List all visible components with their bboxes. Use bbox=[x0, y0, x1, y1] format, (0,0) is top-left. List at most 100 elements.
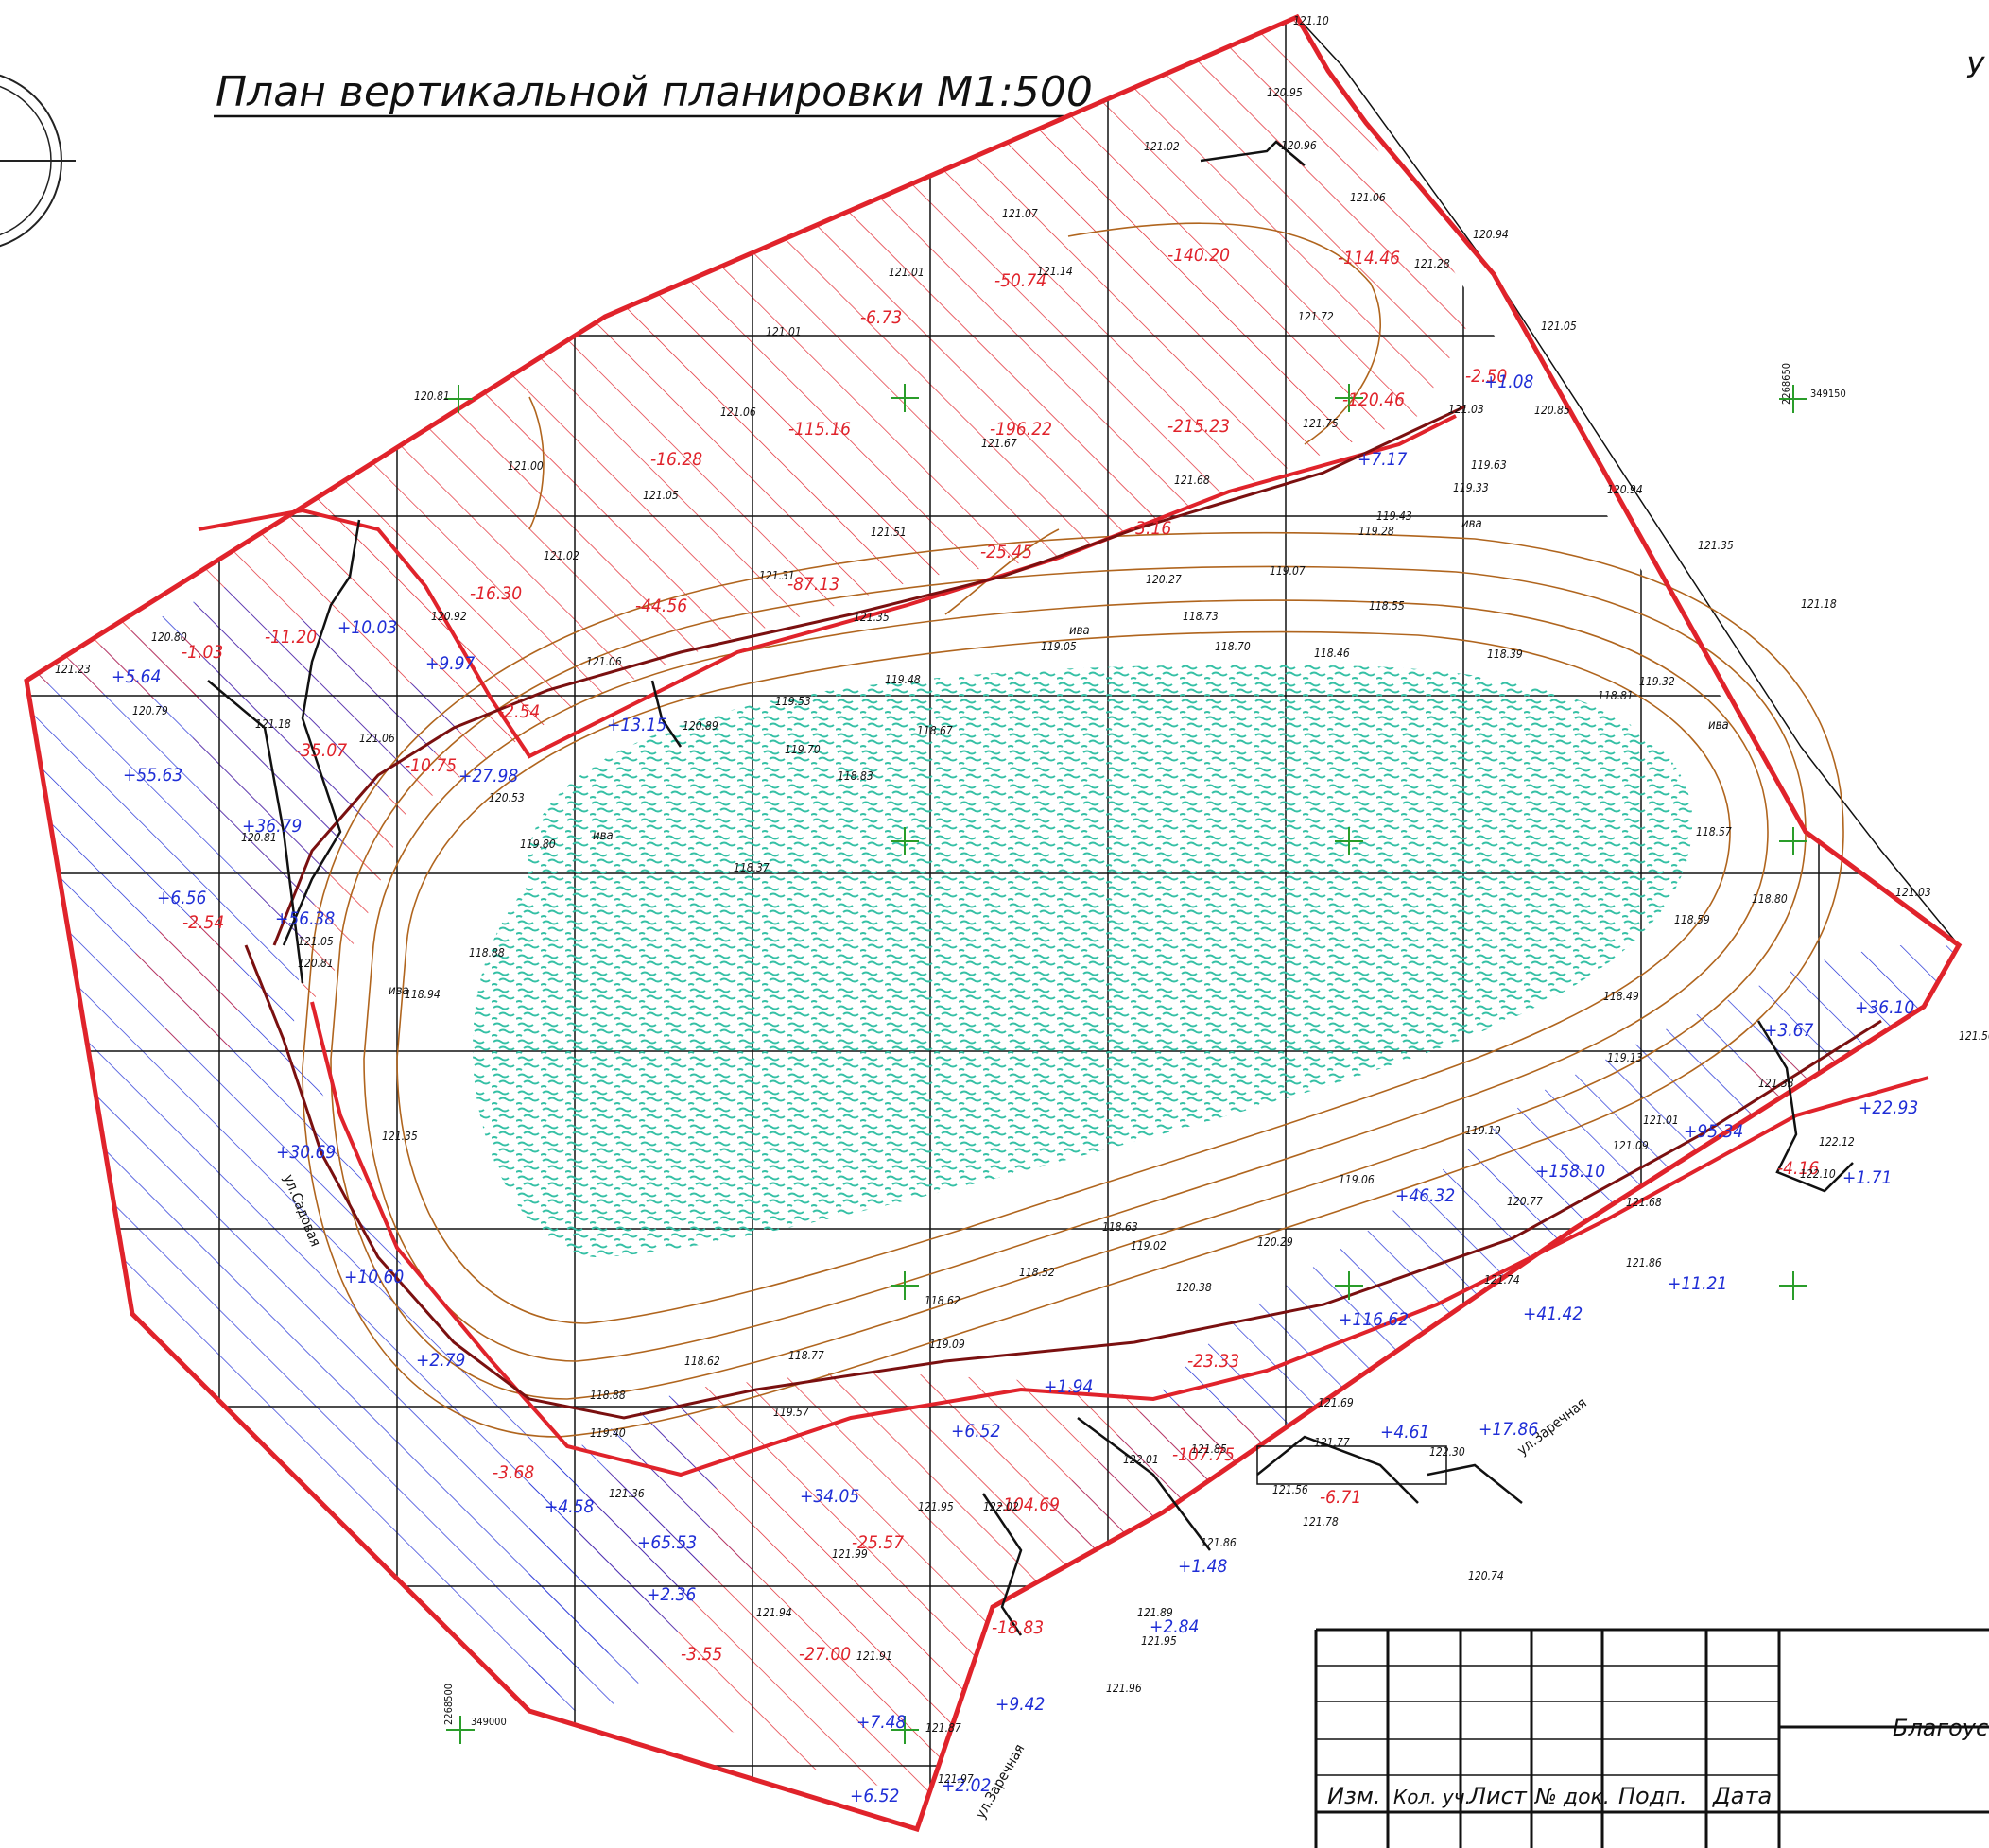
coordinate-y: 2268650 bbox=[1780, 363, 1792, 405]
spot-elevation: 121.31 bbox=[759, 569, 795, 582]
spot-elevation: 118.94 bbox=[405, 988, 441, 1001]
cut-volume: -16.30 bbox=[470, 583, 522, 604]
fill-volume: +9.97 bbox=[425, 653, 475, 674]
coordinate-labels: 349150 2268650 349000 2268500 bbox=[442, 363, 1846, 1728]
spot-elevation: 121.06 bbox=[720, 406, 756, 419]
tree-label: ива bbox=[1069, 624, 1090, 638]
coordinate-x: 349000 bbox=[471, 1716, 507, 1728]
stamp-header-change: Изм. bbox=[1327, 1783, 1380, 1809]
spot-elevation: 120.38 bbox=[1176, 1281, 1212, 1294]
cut-area-north bbox=[189, 17, 1475, 1002]
spot-elevation: 118.62 bbox=[925, 1294, 960, 1307]
stamp-header-document: № док. bbox=[1534, 1786, 1610, 1809]
spot-elevation: 119.33 bbox=[1453, 481, 1489, 494]
spot-elevation: 118.88 bbox=[590, 1389, 626, 1402]
stamp-project-title: Благоуст bbox=[1893, 1715, 1989, 1741]
fill-volume: +6.56 bbox=[157, 888, 206, 908]
spot-elevation: 119.43 bbox=[1376, 509, 1412, 523]
zero-work-line-south bbox=[310, 1001, 1929, 1477]
spot-elevation: 121.33 bbox=[1758, 1077, 1794, 1090]
fill-volume: +46.32 bbox=[1395, 1185, 1455, 1206]
fill-volume: +4.58 bbox=[545, 1496, 594, 1517]
fill-volume: +65.53 bbox=[637, 1532, 697, 1553]
spot-elevation: 118.59 bbox=[1674, 913, 1710, 926]
fill-volume: +9.42 bbox=[995, 1694, 1045, 1715]
spot-elevation: 119.53 bbox=[775, 695, 811, 708]
spot-elevation: 121.68 bbox=[1626, 1196, 1662, 1209]
spot-elevation: 121.97 bbox=[938, 1772, 974, 1786]
spot-elevation: 119.07 bbox=[1270, 564, 1306, 578]
stamp-header-signature: Подп. bbox=[1618, 1783, 1687, 1809]
spot-elevation: 121.05 bbox=[643, 489, 679, 502]
spot-elevation: 121.72 bbox=[1298, 310, 1334, 323]
title-block-stamp: Изм. Кол. уч. Лист № док. Подп. Дата Бла… bbox=[1314, 1628, 1989, 1848]
cut-volume: -3.55 bbox=[681, 1644, 722, 1665]
grid-cross bbox=[891, 1271, 919, 1300]
cut-volume: -114.46 bbox=[1338, 248, 1400, 268]
spot-elevation: 118.77 bbox=[788, 1349, 824, 1362]
cut-volume: -2.50 bbox=[1465, 366, 1507, 387]
fill-volume: +1.48 bbox=[1178, 1556, 1227, 1577]
stamp-header-sheet: Лист bbox=[1468, 1783, 1528, 1809]
spot-elevation: 121.51 bbox=[871, 526, 907, 539]
cut-volume: -115.16 bbox=[788, 419, 851, 440]
spot-elevation: 121.35 bbox=[854, 611, 890, 624]
spot-elevation: 120.77 bbox=[1507, 1195, 1543, 1208]
cut-volume: -4.16 bbox=[1777, 1158, 1819, 1179]
spot-elevation: 121.03 bbox=[1895, 886, 1931, 899]
cut-volume: -196.22 bbox=[990, 419, 1052, 440]
spot-elevation: 118.88 bbox=[469, 946, 505, 959]
spot-elevation: 121.06 bbox=[359, 732, 395, 745]
coordinate-y: 2268500 bbox=[442, 1684, 455, 1725]
fill-volume: +4.61 bbox=[1380, 1422, 1429, 1442]
spot-elevation: 121.18 bbox=[255, 717, 291, 731]
spot-elevation: 121.07 bbox=[1002, 207, 1038, 220]
spot-elevation: 118.37 bbox=[734, 861, 770, 874]
spot-elevation: 120.74 bbox=[1468, 1569, 1504, 1582]
spot-elevation: 121.06 bbox=[586, 655, 622, 668]
tree-label: ива bbox=[389, 984, 409, 998]
grid-cross bbox=[891, 384, 919, 412]
spot-elevation: 120.92 bbox=[431, 610, 467, 623]
north-arrow-fragment bbox=[0, 74, 76, 248]
fill-volume: +2.84 bbox=[1150, 1616, 1199, 1637]
grid-cross bbox=[444, 385, 473, 413]
spot-elevation: 121.68 bbox=[1174, 474, 1210, 487]
spot-elevation: 122.02 bbox=[983, 1500, 1019, 1513]
spot-elevation: 120.81 bbox=[241, 831, 277, 844]
spot-elevation: 121.35 bbox=[1698, 539, 1734, 552]
tree-label: ива bbox=[1708, 718, 1729, 733]
fill-volume: +3.67 bbox=[1764, 1020, 1813, 1041]
spot-elevation: 121.18 bbox=[1801, 597, 1837, 611]
spot-elevation: 118.73 bbox=[1183, 610, 1219, 623]
spot-elevation: 120.85 bbox=[1534, 404, 1570, 417]
fill-volume: +158.10 bbox=[1535, 1161, 1605, 1182]
spot-elevation: 121.02 bbox=[1144, 140, 1180, 153]
spot-elevation: 118.67 bbox=[917, 724, 953, 737]
spot-elevation: 120.94 bbox=[1607, 483, 1643, 496]
pond-water-area bbox=[473, 665, 1693, 1258]
fill-volume: +17.86 bbox=[1479, 1419, 1538, 1440]
contour-lines bbox=[302, 222, 1844, 1438]
spot-elevation: 118.46 bbox=[1314, 647, 1350, 660]
stamp-header-date: Дата bbox=[1712, 1783, 1772, 1809]
fill-volume: +7.48 bbox=[856, 1712, 906, 1733]
spot-elevation: 121.78 bbox=[1303, 1515, 1339, 1528]
spot-elevation: 118.57 bbox=[1696, 825, 1732, 838]
spot-elevation: 121.35 bbox=[382, 1130, 418, 1143]
fill-volume: +30.69 bbox=[276, 1142, 336, 1163]
spot-elevations: 121.10 120.95 121.02 120.96 121.07 121.0… bbox=[55, 14, 1989, 1786]
spot-elevation: 122.10 bbox=[1800, 1167, 1836, 1181]
spot-elevation: 121.05 bbox=[1541, 320, 1577, 333]
spot-elevation: 120.95 bbox=[1267, 86, 1303, 99]
cut-volume: -23.33 bbox=[1187, 1351, 1239, 1372]
spot-elevation: 121.06 bbox=[1350, 191, 1386, 204]
cut-volume: -1.03 bbox=[182, 642, 223, 663]
cut-volume: -50.74 bbox=[994, 270, 1046, 291]
spot-elevation: 120.89 bbox=[683, 719, 718, 733]
spot-elevation: 122.12 bbox=[1819, 1135, 1855, 1149]
spot-elevation: 121.14 bbox=[1037, 265, 1073, 278]
cut-volume: -35.07 bbox=[295, 740, 347, 761]
spot-elevation: 121.36 bbox=[609, 1487, 645, 1500]
fill-volume: +6.52 bbox=[951, 1421, 1000, 1442]
